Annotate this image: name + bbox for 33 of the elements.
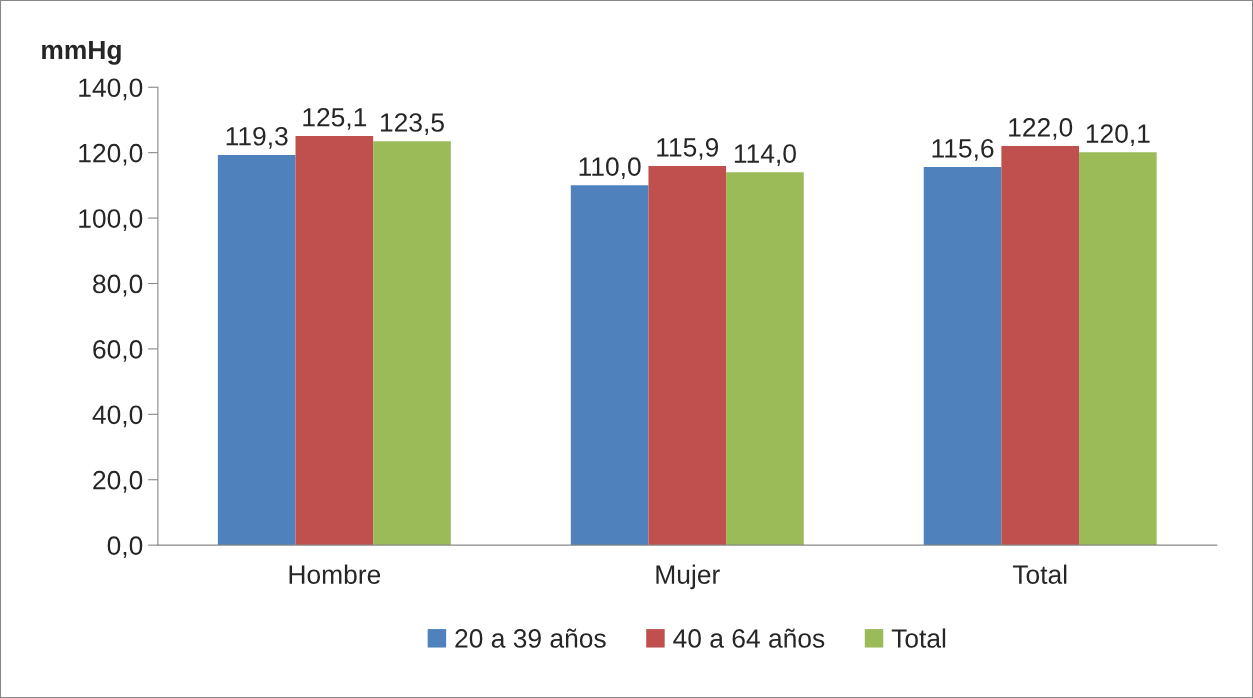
- data-label: 120,1: [1086, 124, 1150, 147]
- data-label: 123,5: [380, 113, 444, 135]
- data-label: 125,1: [303, 107, 367, 130]
- y-tick-label: 60,0: [93, 340, 143, 362]
- data-label: 115,6: [932, 138, 994, 161]
- y-tick-label: 0,0: [107, 536, 143, 559]
- data-label: 114,0: [734, 144, 796, 167]
- bar: [373, 141, 451, 546]
- bar: [648, 166, 727, 546]
- y-tick-label: 80,0: [93, 274, 143, 297]
- x-tick-label: Total: [1012, 564, 1067, 584]
- data-label: 122,0: [1009, 118, 1073, 140]
- bar: [1079, 152, 1157, 546]
- data-label: 110,0: [579, 157, 641, 180]
- x-tick-label: Hombre: [289, 564, 381, 584]
- bar: [726, 172, 804, 546]
- y-axis-title: mmHg: [42, 40, 121, 65]
- bar: [570, 185, 649, 546]
- y-tick-label: 20,0: [93, 470, 143, 493]
- legend-label: 40 a 64 años: [673, 628, 825, 648]
- bar: [923, 167, 1002, 546]
- y-tick-label: 40,0: [92, 405, 143, 428]
- y-tick-label: 100,0: [79, 209, 143, 232]
- data-label: 119,3: [226, 126, 288, 149]
- x-tick-label: Mujer: [656, 564, 720, 590]
- bar: [217, 154, 296, 546]
- data-label: 115,9: [657, 138, 719, 160]
- bar: [295, 135, 374, 546]
- legend-label: Total: [891, 628, 946, 648]
- bar: [1001, 146, 1080, 546]
- y-tick-label: 140,0: [79, 78, 143, 101]
- legend-label: 20 a 39 años: [455, 628, 606, 648]
- y-tick-label: 120,0: [79, 143, 143, 166]
